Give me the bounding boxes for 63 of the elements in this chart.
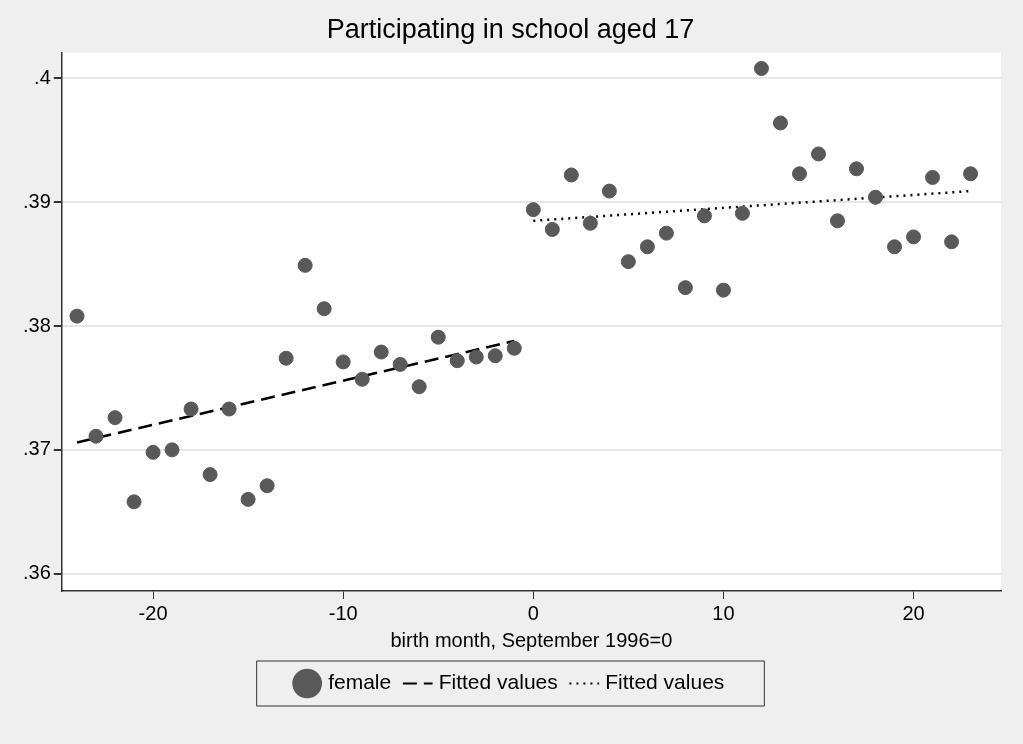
point	[164, 442, 180, 458]
point	[373, 344, 389, 360]
legend-label: female	[328, 670, 392, 694]
point	[925, 169, 941, 185]
point	[544, 221, 560, 237]
point	[221, 401, 237, 417]
point	[240, 491, 256, 507]
point	[107, 410, 123, 426]
point	[430, 329, 446, 345]
point	[126, 494, 142, 510]
point	[468, 349, 484, 365]
point	[677, 280, 693, 296]
legend-label: Fitted values	[605, 670, 725, 694]
point	[145, 444, 161, 460]
point	[449, 353, 465, 369]
point	[411, 379, 427, 395]
point	[278, 350, 294, 366]
y-tick-label: .4	[34, 65, 51, 88]
point	[791, 166, 807, 182]
x-axis-title: birth month, September 1996=0	[390, 628, 673, 651]
point	[849, 161, 865, 177]
point	[487, 348, 503, 364]
point	[658, 225, 674, 241]
y-tick-label: .36	[22, 561, 51, 584]
point	[88, 428, 104, 444]
point	[601, 183, 617, 199]
point	[297, 257, 313, 273]
point	[810, 146, 826, 162]
point	[183, 401, 199, 417]
point	[887, 239, 903, 255]
point	[335, 354, 351, 370]
point	[772, 115, 788, 131]
legend-label: Fitted values	[438, 670, 558, 694]
point	[69, 308, 85, 324]
chart-title: Participating in school aged 17	[326, 13, 695, 44]
point	[316, 301, 332, 317]
y-tick-label: .38	[22, 313, 51, 336]
y-tick-label: .37	[22, 437, 51, 460]
point	[734, 205, 750, 221]
x-tick-label: -10	[328, 601, 358, 624]
point	[202, 467, 218, 483]
point	[830, 213, 845, 229]
x-tick-label: 10	[712, 601, 735, 624]
point	[259, 478, 275, 494]
x-tick-label: 20	[902, 601, 925, 624]
x-tick-label: -20	[138, 601, 168, 624]
point	[963, 166, 979, 182]
point	[944, 234, 960, 250]
point	[582, 215, 598, 231]
point	[639, 239, 655, 255]
point	[525, 202, 541, 218]
y-tick-label: .39	[22, 189, 51, 212]
point	[906, 229, 922, 245]
point	[753, 61, 769, 76]
point	[696, 208, 712, 224]
point	[620, 254, 636, 270]
x-tick-label: 0	[527, 601, 539, 624]
point	[506, 340, 522, 356]
point	[392, 356, 408, 372]
point	[868, 189, 884, 205]
point	[715, 282, 731, 298]
point	[563, 167, 579, 183]
point	[354, 371, 370, 387]
